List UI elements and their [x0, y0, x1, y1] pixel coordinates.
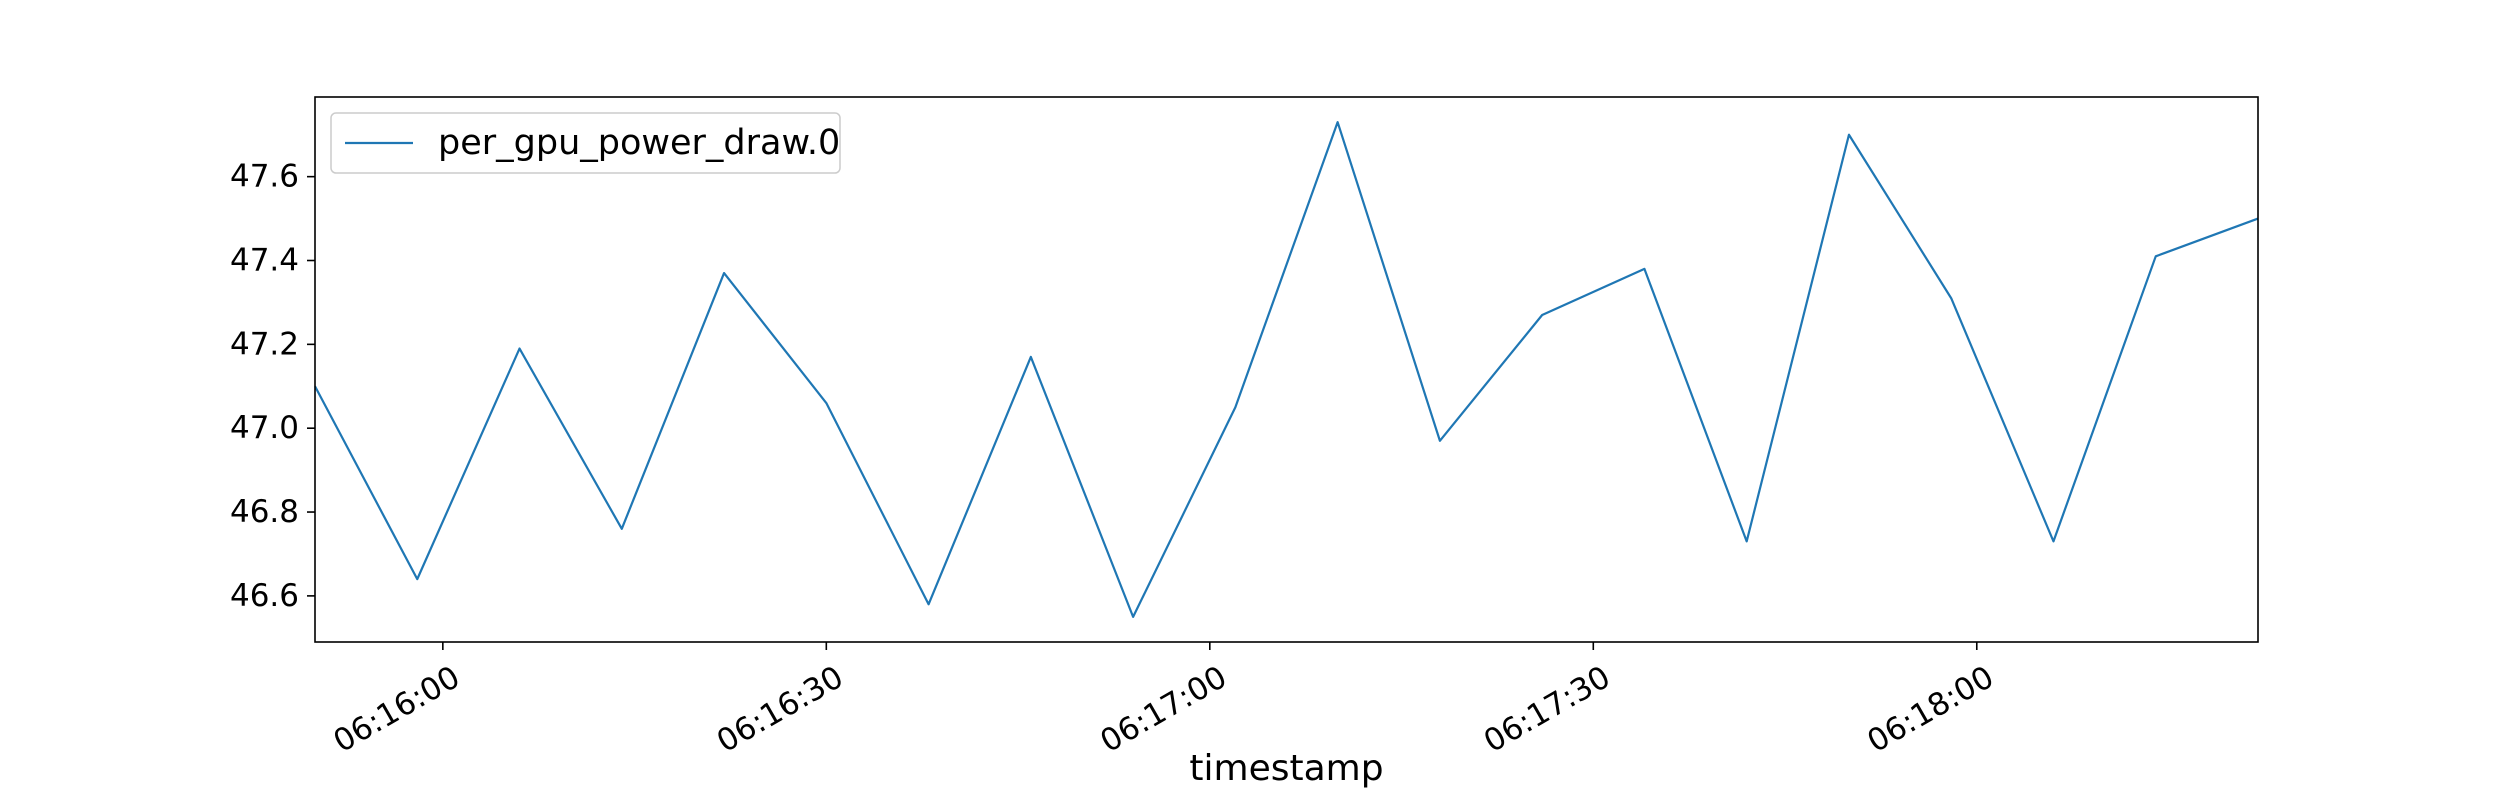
plot-area [314, 96, 2259, 643]
y-axis: 46.6 46.8 47.0 47.2 47.4 47.6 [230, 159, 315, 614]
y-tick-label: 47.6 [230, 159, 299, 195]
y-tick-label: 46.6 [230, 578, 299, 614]
x-axis-label: timestamp [1189, 748, 1383, 789]
y-tick-label: 47.0 [230, 410, 299, 446]
legend-label: per_gpu_power_draw.0 [438, 123, 840, 163]
legend-box [330, 112, 841, 174]
y-tick-label: 46.8 [230, 494, 299, 530]
y-tick-label: 47.4 [230, 243, 299, 279]
legend: per_gpu_power_draw.0 [330, 112, 841, 174]
y-tick-label: 47.2 [230, 326, 299, 362]
series-line-0 [314, 121, 2259, 618]
axes-frame [314, 96, 2259, 643]
